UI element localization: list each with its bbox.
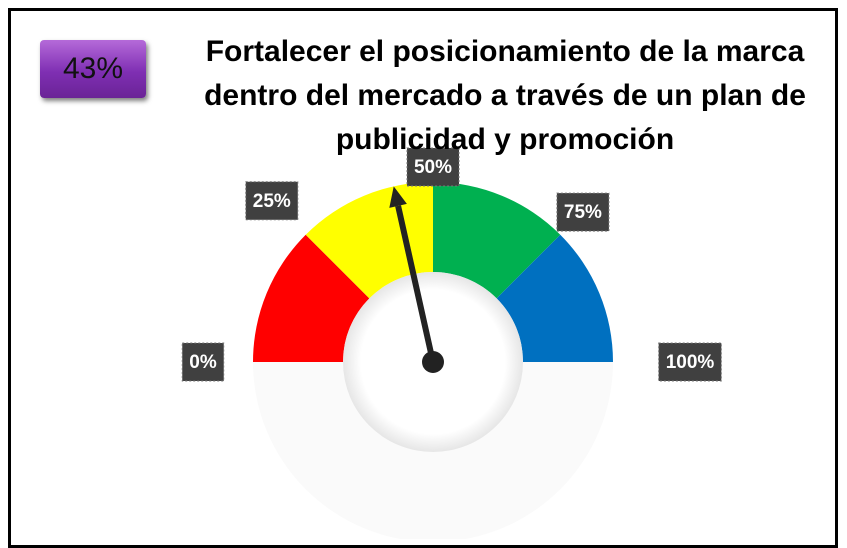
tick-box — [406, 147, 460, 187]
tick-label-box: 50% — [406, 147, 460, 187]
gauge-band — [253, 234, 370, 362]
tick-box — [556, 192, 610, 232]
gauge-band — [433, 182, 561, 299]
gauge-lower — [253, 362, 613, 539]
tick-label: 0% — [189, 352, 217, 373]
needle-head — [389, 186, 407, 208]
needle-hub — [422, 351, 444, 373]
tick-label: 75% — [564, 202, 602, 223]
needle — [395, 205, 436, 363]
tick-label-box: 0% — [181, 342, 225, 382]
tick-label: 25% — [253, 191, 291, 212]
tick-label: 50% — [414, 157, 452, 178]
tick-box — [245, 181, 299, 221]
tick-box — [658, 342, 722, 382]
tick-label-box: 25% — [245, 181, 299, 221]
value-box: 43% — [40, 40, 146, 98]
chart-title: Fortalecer el posicionamiento de la marc… — [204, 35, 806, 156]
tick-box — [181, 342, 225, 382]
tick-label: 100% — [666, 352, 715, 373]
tick-label-box: 100% — [658, 342, 722, 382]
gauge-band — [496, 234, 613, 362]
tick-label-box: 75% — [556, 192, 610, 232]
